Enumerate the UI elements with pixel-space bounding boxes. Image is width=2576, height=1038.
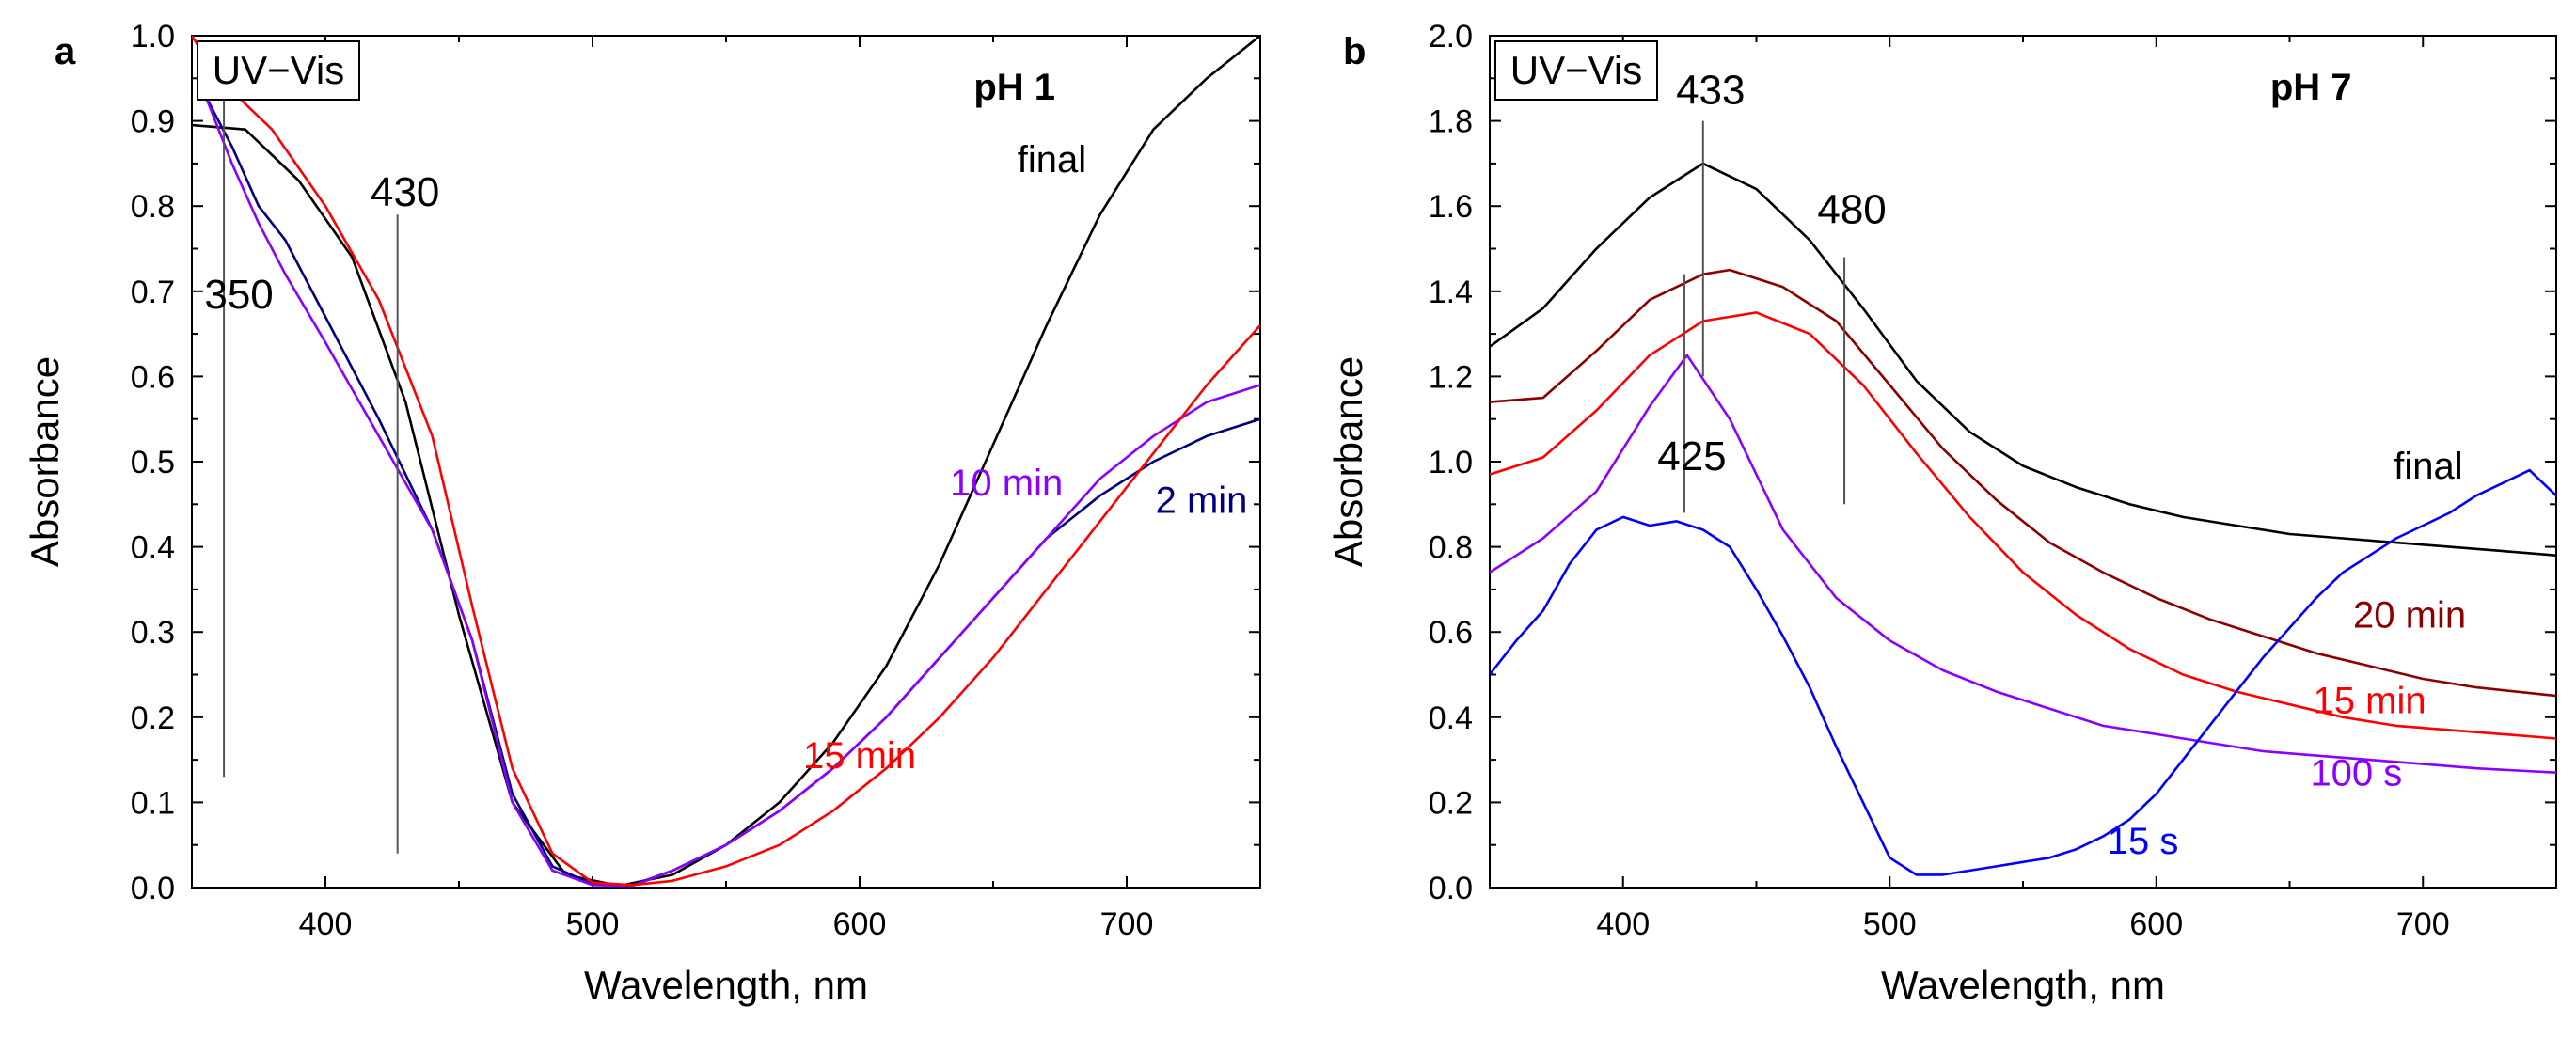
condition-label: pH 7	[2270, 67, 2352, 108]
y-tick-label: 0.2	[1429, 785, 1473, 821]
x-tick-label: 400	[299, 906, 353, 942]
x-axis-label: Wavelength, nm	[1881, 963, 2165, 1007]
series-label-100-s: 100 s	[2310, 752, 2402, 794]
y-tick-label: 0.1	[131, 785, 175, 821]
y-axis-label: Absorbance	[23, 356, 67, 567]
x-tick-label: 400	[1596, 906, 1650, 942]
y-tick-label: 0.2	[131, 700, 175, 736]
y-tick-label: 0.6	[131, 359, 175, 395]
chart-panel-b: 400 500 600 700 0.0 0.2 0.4 0.6 0.8 1.0 1.2 1.4 1.6 1…	[1326, 19, 2557, 1007]
method-box	[1494, 40, 1658, 101]
series-label-final: final	[2394, 446, 2462, 487]
y-tick-label: 0.6	[1429, 615, 1473, 651]
y-tick-label: 0.4	[1429, 700, 1473, 736]
method-label: UV−Vis	[1510, 48, 1642, 92]
annotation-label: 350	[204, 272, 273, 318]
series-line-15-min	[1490, 311, 2556, 740]
series-line-final	[1490, 162, 2556, 557]
series-label-15-min: 15 min	[803, 735, 916, 777]
annotation-label: 425	[1657, 433, 1726, 480]
panel-label: a	[55, 31, 76, 72]
series-line-20-min	[1490, 268, 2556, 698]
x-tick-label: 700	[1100, 906, 1154, 942]
annotation-label: 480	[1817, 186, 1886, 232]
series-line-10-min	[203, 94, 1260, 888]
series-line-15-min	[192, 36, 1260, 887]
series-label-2-min: 2 min	[1156, 480, 1248, 521]
x-tick-label: 700	[2396, 906, 2450, 942]
plot-frame	[191, 35, 1261, 889]
y-tick-label: 0.4	[131, 530, 175, 566]
x-tick-label: 500	[1863, 906, 1917, 942]
y-tick-label: 1.6	[1429, 189, 1473, 225]
series-line-final	[192, 36, 1260, 888]
y-tick-label: 0.0	[1429, 871, 1473, 906]
y-tick-label: 0.8	[131, 189, 175, 225]
series-label-20-min: 20 min	[2353, 595, 2466, 637]
y-tick-label: 0.7	[131, 275, 175, 310]
y-tick-label: 1.4	[1429, 275, 1473, 310]
y-tick-label: 0.8	[1429, 530, 1473, 566]
x-tick-label: 600	[2129, 906, 2183, 942]
y-tick-label: 1.0	[1429, 445, 1473, 480]
series-label-15-min: 15 min	[2314, 680, 2426, 721]
y-tick-label: 1.0	[131, 19, 175, 55]
method-box	[197, 40, 360, 101]
annotation-label: 433	[1676, 67, 1745, 113]
y-tick-label: 2.0	[1429, 19, 1473, 55]
method-label: UV−Vis	[213, 48, 344, 92]
condition-label: pH 1	[973, 67, 1055, 108]
y-tick-label: 1.8	[1429, 104, 1473, 140]
x-axis-label: Wavelength, nm	[584, 963, 868, 1007]
y-tick-label: 0.0	[131, 871, 175, 906]
series-label-final: final	[1018, 139, 1086, 181]
series-line-2-min	[204, 94, 1260, 887]
x-tick-label: 500	[566, 906, 620, 942]
y-tick-label: 0.3	[131, 615, 175, 651]
chart-panel-a: 400 500 600 700 0.0 0.1 0.2 0.3 0.4 0.5 0.6 0.7 0.8 0…	[23, 19, 1261, 1007]
series-label-10-min: 10 min	[950, 463, 1063, 504]
series-line-100-s	[1490, 354, 2556, 774]
y-tick-label: 0.9	[131, 104, 175, 140]
y-tick-label: 0.5	[131, 445, 175, 480]
annotation-label: 430	[371, 169, 439, 215]
y-tick-label: 1.2	[1429, 359, 1473, 395]
y-axis-label: Absorbance	[1326, 356, 1370, 567]
series-label-15-s: 15 s	[2108, 821, 2179, 862]
series-line-15-s	[1490, 468, 2556, 876]
x-tick-label: 600	[833, 906, 887, 942]
panel-label: b	[1343, 31, 1366, 72]
